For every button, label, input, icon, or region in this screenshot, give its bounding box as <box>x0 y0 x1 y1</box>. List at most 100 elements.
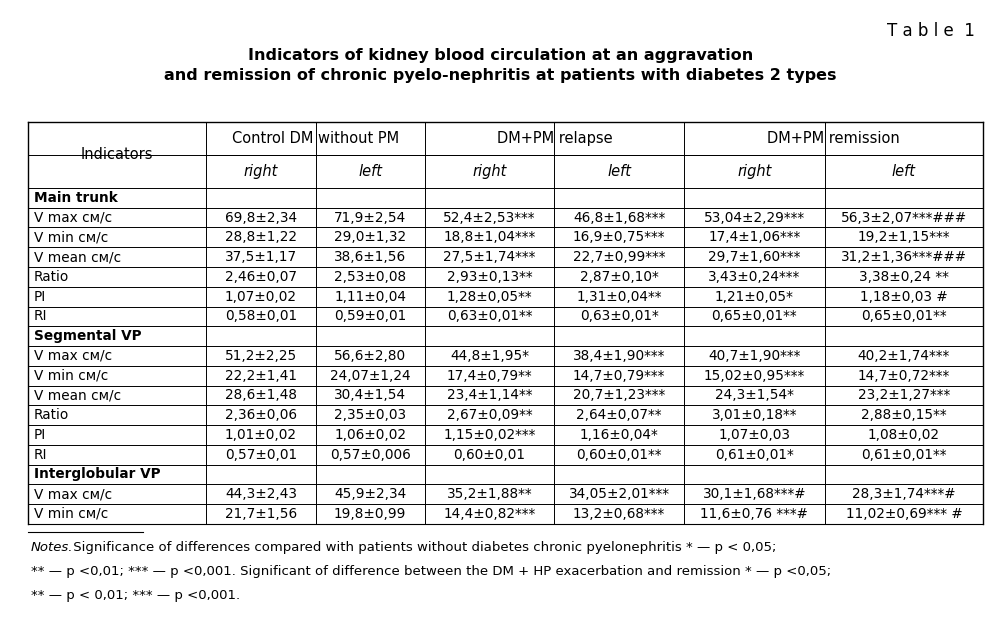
Text: 29,0±1,32: 29,0±1,32 <box>334 231 406 244</box>
Text: 18,8±1,04***: 18,8±1,04*** <box>443 231 536 244</box>
Text: 21,7±1,56: 21,7±1,56 <box>225 507 297 521</box>
Text: 1,07±0,02: 1,07±0,02 <box>225 290 297 304</box>
Text: Indicators: Indicators <box>81 147 153 163</box>
Text: 30,4±1,54: 30,4±1,54 <box>334 389 406 403</box>
Text: 1,31±0,04**: 1,31±0,04** <box>577 290 662 304</box>
Text: ** — p <0,01; *** — p <0,001. Significant of difference between the DM + HP exac: ** — p <0,01; *** — p <0,001. Significan… <box>31 565 831 578</box>
Text: 14,7±0,72***: 14,7±0,72*** <box>858 369 950 383</box>
Text: 38,6±1,56: 38,6±1,56 <box>334 250 406 264</box>
Text: Indicators of kidney blood circulation at an aggravation: Indicators of kidney blood circulation a… <box>248 48 753 63</box>
Text: 3,43±0,24***: 3,43±0,24*** <box>708 270 801 284</box>
Text: 22,2±1,41: 22,2±1,41 <box>225 369 297 383</box>
Text: V min см/с: V min см/с <box>34 507 108 521</box>
Text: 20,7±1,23***: 20,7±1,23*** <box>573 389 665 403</box>
Text: Control DM without PM: Control DM without PM <box>232 131 399 146</box>
Text: 14,4±0,82***: 14,4±0,82*** <box>443 507 536 521</box>
Text: 3,01±0,18**: 3,01±0,18** <box>712 408 797 422</box>
Text: right: right <box>737 164 772 179</box>
Text: T a b l e  1: T a b l e 1 <box>887 22 975 40</box>
Text: right: right <box>472 164 507 179</box>
Text: 1,28±0,05**: 1,28±0,05** <box>446 290 533 304</box>
Text: Ratio: Ratio <box>34 408 69 422</box>
Text: 2,53±0,08: 2,53±0,08 <box>334 270 406 284</box>
Text: 29,7±1,60***: 29,7±1,60*** <box>708 250 801 264</box>
Text: Significance of differences compared with patients without diabetes chronic pyel: Significance of differences compared wit… <box>69 541 777 554</box>
Text: RI: RI <box>34 448 47 462</box>
Text: 69,8±2,34: 69,8±2,34 <box>225 211 297 225</box>
Text: 0,61±0,01**: 0,61±0,01** <box>861 448 947 462</box>
Text: 1,07±0,03: 1,07±0,03 <box>719 428 791 442</box>
Text: 37,5±1,17: 37,5±1,17 <box>225 250 297 264</box>
Text: left: left <box>892 164 916 179</box>
Text: 1,08±0,02: 1,08±0,02 <box>868 428 940 442</box>
Text: 1,21±0,05*: 1,21±0,05* <box>715 290 794 304</box>
Text: 40,2±1,74***: 40,2±1,74*** <box>858 349 950 363</box>
Text: 0,57±0,006: 0,57±0,006 <box>330 448 410 462</box>
Text: V mean см/с: V mean см/с <box>34 389 121 403</box>
Text: V max см/с: V max см/с <box>34 211 112 225</box>
Text: 0,63±0,01*: 0,63±0,01* <box>580 309 659 323</box>
Text: 71,9±2,54: 71,9±2,54 <box>334 211 406 225</box>
Text: RI: RI <box>34 309 47 323</box>
Text: DM+PM remission: DM+PM remission <box>767 131 900 146</box>
Text: 19,8±0,99: 19,8±0,99 <box>334 507 406 521</box>
Text: 56,6±2,80: 56,6±2,80 <box>334 349 406 363</box>
Text: 34,05±2,01***: 34,05±2,01*** <box>569 487 670 501</box>
Text: 1,18±0,03 #: 1,18±0,03 # <box>860 290 948 304</box>
Text: 15,02±0,95***: 15,02±0,95*** <box>704 369 805 383</box>
Text: 17,4±1,06***: 17,4±1,06*** <box>708 231 801 244</box>
Text: 11,02±0,69*** #: 11,02±0,69*** # <box>846 507 962 521</box>
Text: 28,3±1,74***#: 28,3±1,74***# <box>852 487 956 501</box>
Text: 1,16±0,04*: 1,16±0,04* <box>580 428 659 442</box>
Text: 44,3±2,43: 44,3±2,43 <box>225 487 297 501</box>
Text: 0,61±0,01*: 0,61±0,01* <box>715 448 794 462</box>
Text: Ratio: Ratio <box>34 270 69 284</box>
Text: 30,1±1,68***#: 30,1±1,68***# <box>703 487 806 501</box>
Text: 1,15±0,02***: 1,15±0,02*** <box>443 428 536 442</box>
Text: 2,46±0,07: 2,46±0,07 <box>225 270 297 284</box>
Text: 16,9±0,75***: 16,9±0,75*** <box>573 231 666 244</box>
Text: V min см/с: V min см/с <box>34 369 108 383</box>
Text: Notes.: Notes. <box>31 541 73 554</box>
Text: 1,01±0,02: 1,01±0,02 <box>225 428 297 442</box>
Text: 44,8±1,95*: 44,8±1,95* <box>450 349 530 363</box>
Text: 3,38±0,24 **: 3,38±0,24 ** <box>859 270 949 284</box>
Text: PI: PI <box>34 428 46 442</box>
Text: 1,06±0,02: 1,06±0,02 <box>334 428 406 442</box>
Text: 56,3±2,07***###: 56,3±2,07***### <box>841 211 967 225</box>
Text: 45,9±2,34: 45,9±2,34 <box>334 487 406 501</box>
Text: V min см/с: V min см/с <box>34 231 108 244</box>
Text: right: right <box>243 164 278 179</box>
Text: and remission of chronic pyelo-nephritis at patients with diabetes 2 types: and remission of chronic pyelo-nephritis… <box>164 68 837 83</box>
Text: 14,7±0,79***: 14,7±0,79*** <box>573 369 666 383</box>
Text: 2,64±0,07**: 2,64±0,07** <box>577 408 662 422</box>
Text: 0,60±0,01: 0,60±0,01 <box>453 448 526 462</box>
Text: 53,04±2,29***: 53,04±2,29*** <box>704 211 805 225</box>
Text: 28,6±1,48: 28,6±1,48 <box>225 389 297 403</box>
Text: 1,11±0,04: 1,11±0,04 <box>334 290 406 304</box>
Text: 11,6±0,76 ***#: 11,6±0,76 ***# <box>701 507 808 521</box>
Text: 0,58±0,01: 0,58±0,01 <box>225 309 297 323</box>
Text: 2,35±0,03: 2,35±0,03 <box>334 408 406 422</box>
Text: 24,3±1,54*: 24,3±1,54* <box>715 389 794 403</box>
Text: Interglobular VP: Interglobular VP <box>34 467 160 481</box>
Text: 13,2±0,68***: 13,2±0,68*** <box>573 507 665 521</box>
Text: 0,65±0,01**: 0,65±0,01** <box>712 309 797 323</box>
Text: DM+PM relapse: DM+PM relapse <box>496 131 613 146</box>
Text: V max см/с: V max см/с <box>34 487 112 501</box>
Text: 24,07±1,24: 24,07±1,24 <box>330 369 410 383</box>
Text: 17,4±0,79**: 17,4±0,79** <box>446 369 533 383</box>
Text: 2,67±0,09**: 2,67±0,09** <box>446 408 533 422</box>
Text: 27,5±1,74***: 27,5±1,74*** <box>443 250 536 264</box>
Text: 23,2±1,27***: 23,2±1,27*** <box>858 389 950 403</box>
Text: 28,8±1,22: 28,8±1,22 <box>225 231 297 244</box>
Text: Segmental VP: Segmental VP <box>34 329 141 343</box>
Text: 46,8±1,68***: 46,8±1,68*** <box>573 211 665 225</box>
Text: 0,63±0,01**: 0,63±0,01** <box>446 309 533 323</box>
Text: 19,2±1,15***: 19,2±1,15*** <box>858 231 950 244</box>
Text: PI: PI <box>34 290 46 304</box>
Text: 23,4±1,14**: 23,4±1,14** <box>446 389 533 403</box>
Text: 40,7±1,90***: 40,7±1,90*** <box>708 349 801 363</box>
Text: 2,36±0,06: 2,36±0,06 <box>225 408 297 422</box>
Text: 38,4±1,90***: 38,4±1,90*** <box>573 349 666 363</box>
